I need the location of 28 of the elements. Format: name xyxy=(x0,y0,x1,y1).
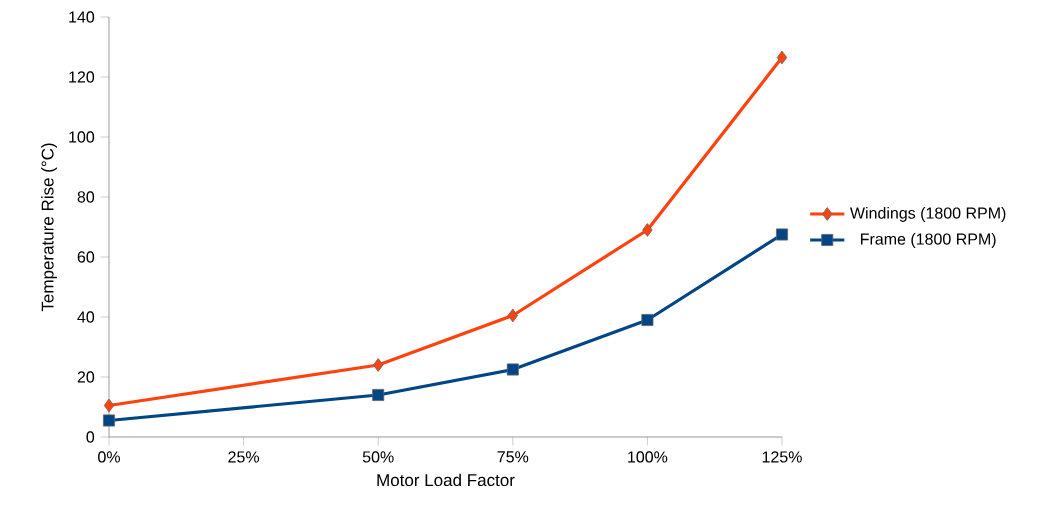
x-tick-label: 100% xyxy=(628,451,668,463)
point xyxy=(776,228,788,241)
x-tick-label: 125% xyxy=(762,451,802,463)
point xyxy=(641,313,654,326)
y-axis-title: Temperature Rise (°C) xyxy=(41,143,57,312)
point xyxy=(103,398,115,413)
point xyxy=(642,223,653,237)
point xyxy=(373,358,384,372)
y-tick-label: 40 xyxy=(77,311,95,323)
x-axis-title: Motor Load Factor xyxy=(377,473,515,487)
point xyxy=(103,414,116,427)
point xyxy=(506,363,519,376)
legend-label: Windings (1800 RPM) xyxy=(849,206,1006,222)
y-tick-label: 0 xyxy=(86,431,95,443)
point xyxy=(372,388,385,401)
x-tick-label: 50% xyxy=(362,451,394,463)
point xyxy=(776,50,788,65)
x-tick-label: 25% xyxy=(228,451,260,463)
y-tick-label: 140 xyxy=(69,11,95,23)
point xyxy=(507,308,518,323)
y-tick-label: 100 xyxy=(69,131,95,143)
y-tick-label: 80 xyxy=(77,191,95,203)
x-tick-label: 75% xyxy=(497,451,529,463)
x-tick-label: 0% xyxy=(98,451,120,463)
y-tick-label: 60 xyxy=(77,251,95,263)
y-tick-label: 120 xyxy=(69,71,95,83)
legend-label: Frame (1800 RPM) xyxy=(861,232,996,248)
y-tick-label: 20 xyxy=(77,371,95,383)
